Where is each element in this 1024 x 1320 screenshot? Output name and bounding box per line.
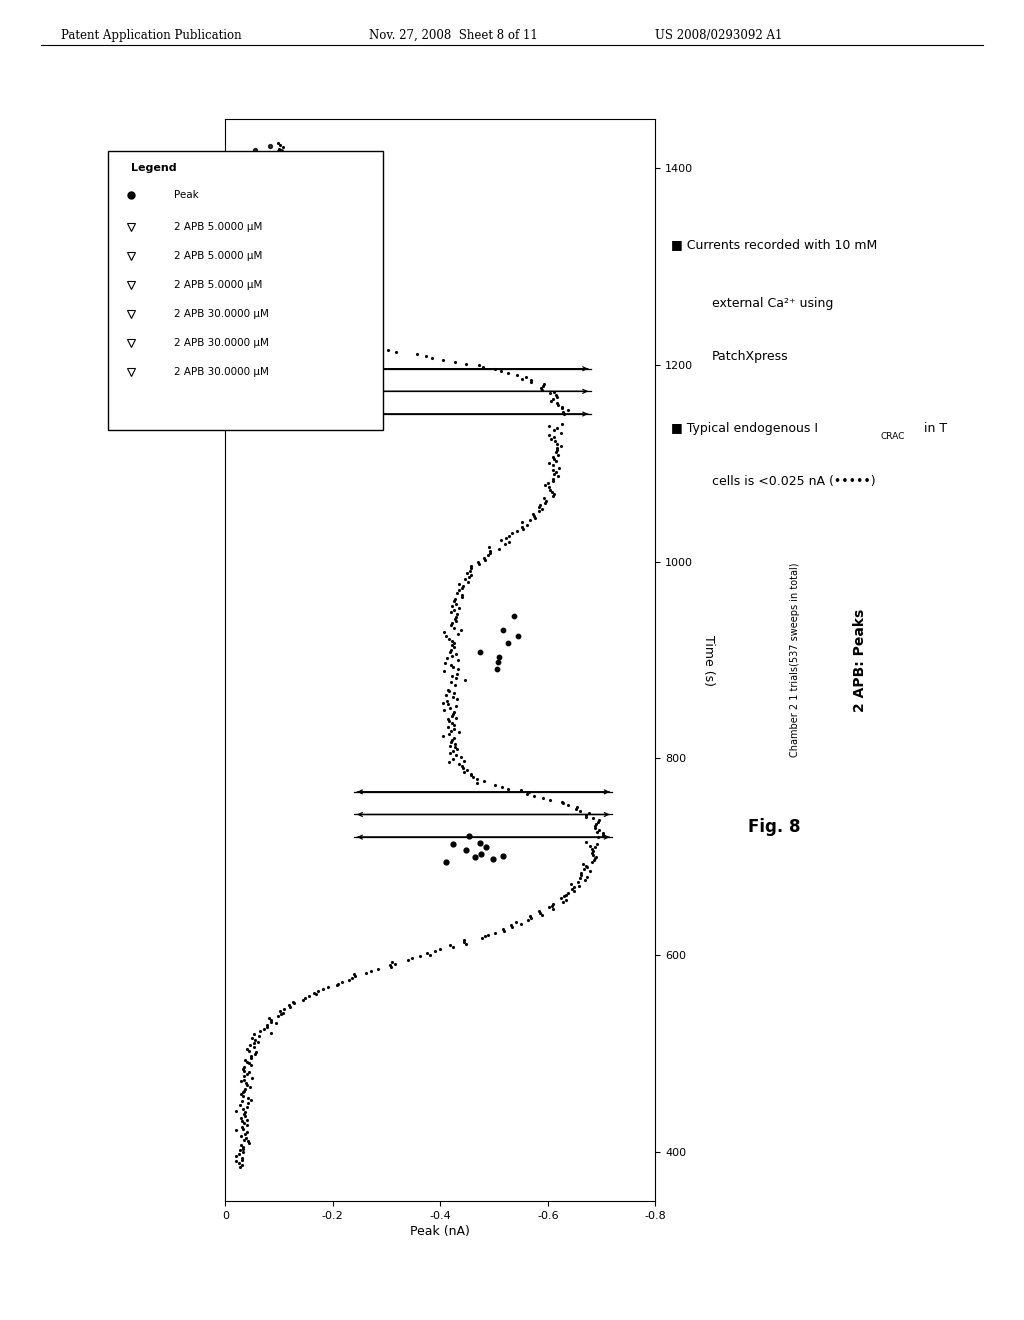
Text: US 2008/0293092 A1: US 2008/0293092 A1 [655, 29, 782, 42]
Point [477, 836, 494, 857]
Point [280, 176, 296, 197]
Text: 2 APB 30.0000 μM: 2 APB 30.0000 μM [174, 367, 269, 376]
Point [271, 235, 288, 256]
Text: PatchXpress: PatchXpress [712, 350, 788, 363]
Point [252, 176, 268, 197]
Text: Chamber 2 1 trials(537 sweeps in total): Chamber 2 1 trials(537 sweeps in total) [791, 562, 800, 758]
Point [249, 152, 265, 173]
Point [273, 141, 290, 162]
Point [260, 144, 276, 165]
Text: Patent Application Publication: Patent Application Publication [61, 29, 242, 42]
Point [492, 647, 508, 668]
Point [495, 845, 511, 866]
Text: Peak: Peak [174, 190, 199, 199]
Point [458, 840, 474, 861]
Point [510, 626, 526, 647]
Point [445, 834, 462, 855]
Point [489, 652, 506, 673]
Point [253, 207, 269, 228]
Point [461, 826, 477, 847]
Text: Nov. 27, 2008  Sheet 8 of 11: Nov. 27, 2008 Sheet 8 of 11 [369, 29, 538, 42]
Point [262, 136, 279, 157]
Point [264, 189, 281, 210]
Point [471, 832, 487, 853]
Point [281, 206, 297, 227]
Point [473, 843, 489, 865]
X-axis label: Peak (nA): Peak (nA) [411, 1225, 470, 1238]
Point [271, 191, 288, 213]
FancyBboxPatch shape [109, 150, 383, 430]
Point [252, 186, 268, 207]
Text: Legend: Legend [131, 162, 177, 173]
Text: Fig. 8: Fig. 8 [748, 818, 800, 837]
Point [270, 197, 287, 218]
Point [254, 218, 270, 239]
Point [288, 240, 304, 261]
Point [471, 642, 487, 663]
Point [272, 210, 289, 231]
Text: in T: in T [920, 422, 946, 436]
Point [248, 160, 264, 181]
Point [253, 170, 269, 191]
Point [278, 230, 294, 251]
Text: 2 APB 30.0000 μM: 2 APB 30.0000 μM [174, 338, 269, 347]
Text: ■ Typical endogenous I: ■ Typical endogenous I [671, 422, 818, 436]
Point [467, 846, 483, 867]
Point [245, 199, 261, 220]
Point [271, 226, 288, 247]
Text: 2 APB 30.0000 μM: 2 APB 30.0000 μM [174, 309, 269, 318]
Point [506, 606, 522, 627]
Text: ■ Currents recorded with 10 mM: ■ Currents recorded with 10 mM [671, 238, 877, 251]
Point [488, 659, 505, 680]
Point [260, 207, 276, 228]
Point [500, 632, 516, 653]
Text: cells is <0.025 nA (•••••): cells is <0.025 nA (•••••) [712, 475, 876, 488]
Y-axis label: Time (s): Time (s) [701, 635, 715, 685]
Text: 2 APB 5.0000 μM: 2 APB 5.0000 μM [174, 251, 262, 260]
Text: 2 APB: Peaks: 2 APB: Peaks [853, 609, 866, 711]
Text: external Ca²⁺ using: external Ca²⁺ using [712, 297, 834, 310]
Point [247, 140, 263, 161]
Point [495, 619, 511, 640]
Text: 2 APB 5.0000 μM: 2 APB 5.0000 μM [174, 222, 262, 231]
Point [276, 152, 293, 173]
Text: 2 APB 5.0000 μM: 2 APB 5.0000 μM [174, 280, 262, 289]
Text: CRAC: CRAC [881, 432, 905, 441]
Point [485, 849, 502, 870]
Point [437, 851, 454, 873]
Point [259, 235, 275, 256]
